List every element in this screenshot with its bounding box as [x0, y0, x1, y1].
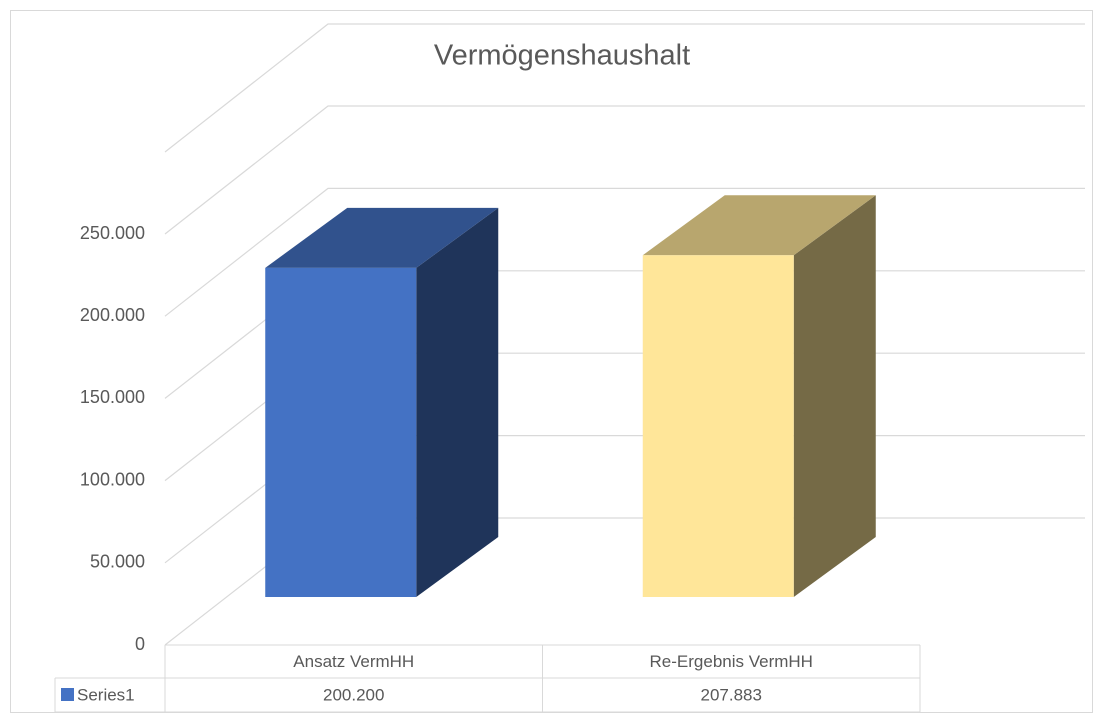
- chart-title: Vermögenshaushalt: [434, 40, 690, 72]
- y-tick-label: 100.000: [80, 469, 145, 489]
- wall-edge: [164, 23, 1085, 153]
- y-tick-label: 200.000: [80, 305, 145, 325]
- bar-top: [642, 195, 876, 256]
- bar: [642, 255, 794, 597]
- legend-label: Series1: [77, 685, 135, 704]
- grid-line: [164, 105, 1085, 235]
- table-value: 200.200: [323, 685, 384, 704]
- y-tick-label: 150.000: [80, 387, 145, 407]
- y-tick-label: 250.000: [80, 223, 145, 243]
- bar-top: [265, 207, 499, 268]
- y-tick-label: 0: [135, 634, 145, 654]
- x-tick-label: Re-Ergebnis VermHH: [650, 652, 813, 671]
- y-tick-label: 50.000: [90, 552, 145, 572]
- bar: [265, 267, 417, 597]
- bar-side: [416, 207, 499, 597]
- chart-frame: [10, 10, 1093, 713]
- x-tick-label: Ansatz VermHH: [293, 652, 414, 671]
- legend-swatch: [61, 688, 74, 701]
- bar-side: [793, 195, 876, 597]
- grid-line: [164, 187, 1085, 317]
- table-value: 207.883: [701, 685, 762, 704]
